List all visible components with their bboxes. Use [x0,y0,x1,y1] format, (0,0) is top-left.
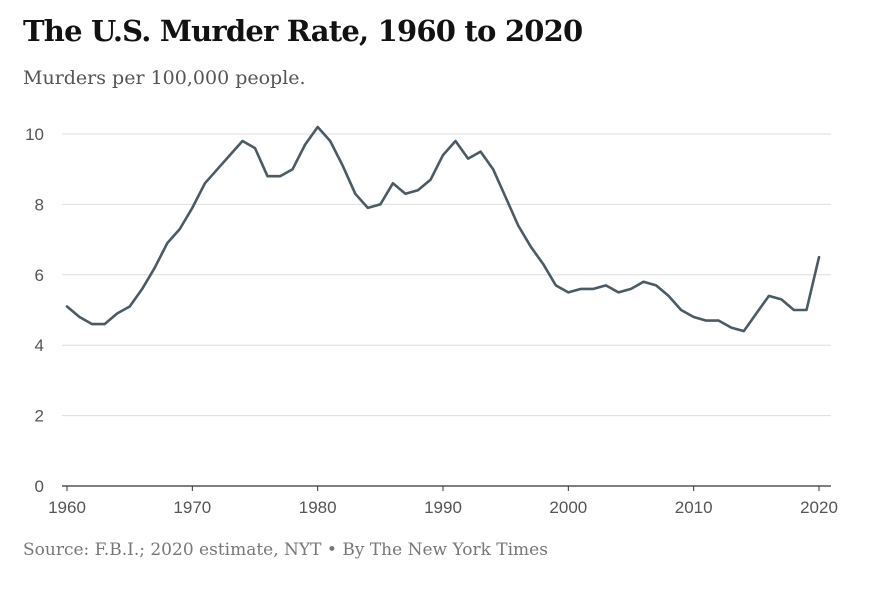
y-tick-label: 6 [35,266,44,285]
series-layer [65,125,821,333]
chart-source: Source: F.B.I.; 2020 estimate, NYT • By … [23,540,548,560]
x-axis-ticks: 1960 1970 1980 1990 2000 2010 2020 [48,486,838,517]
x-tick-label: 1970 [173,498,211,517]
y-tick-label: 8 [35,195,44,214]
x-tick-label: 1960 [48,498,86,517]
x-tick-label: 1990 [424,498,462,517]
y-tick-label: 10 [25,125,44,144]
x-tick-label: 2000 [549,498,587,517]
y-tick-label: 2 [35,407,44,426]
series-line-0 [65,125,821,333]
x-tick-label: 2010 [675,498,713,517]
y-tick-label: 4 [35,336,44,355]
chart-subtitle: Murders per 100,000 people. [23,67,306,89]
chart-title: The U.S. Murder Rate, 1960 to 2020 [23,14,583,48]
x-tick-label: 2020 [800,498,838,517]
y-axis-ticks: 0 2 4 6 8 10 [25,125,44,496]
gridlines [62,133,831,417]
y-tick-label: 0 [35,477,44,496]
x-tick-label: 1980 [299,498,337,517]
